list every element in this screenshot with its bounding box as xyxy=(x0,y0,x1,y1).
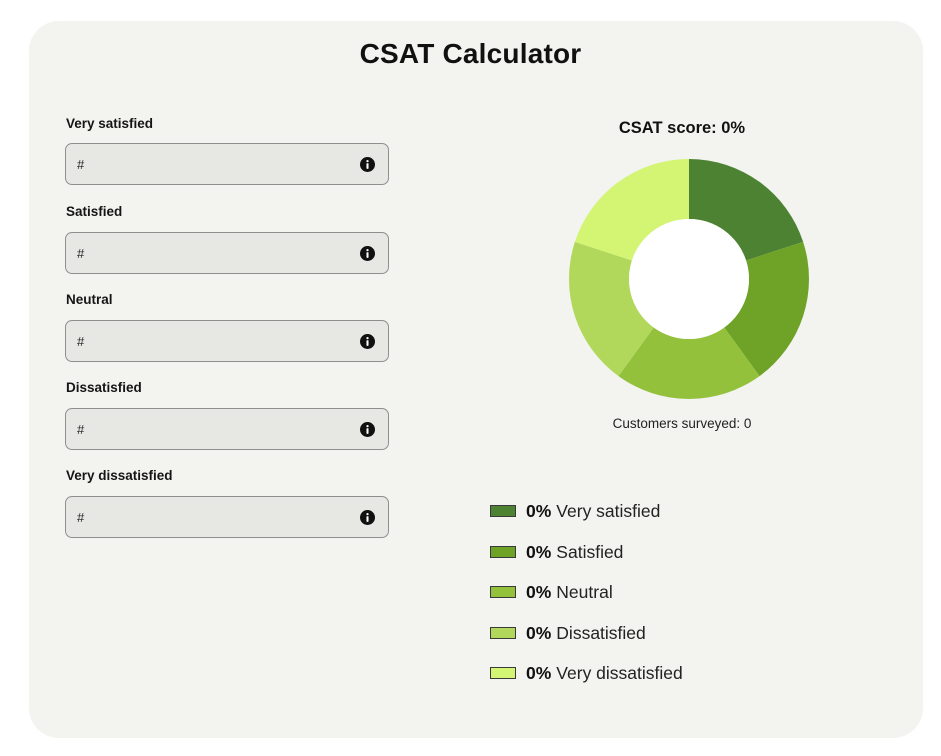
very-satisfied-input[interactable] xyxy=(66,144,346,184)
dissatisfied-input[interactable] xyxy=(66,409,346,449)
legend-item-satisfied: 0% Satisfied xyxy=(490,541,623,563)
page-title: CSAT Calculator xyxy=(359,38,582,69)
legend-percent: 0% xyxy=(526,662,552,683)
legend-percent: 0% xyxy=(526,581,552,602)
legend-label: Dissatisfied xyxy=(556,622,646,643)
donut-slice-very-dissatisfied xyxy=(574,159,689,261)
legend-label: Very dissatisfied xyxy=(556,662,683,683)
legend-swatch xyxy=(490,546,516,558)
legend-percent: 0% xyxy=(526,622,552,643)
info-icon[interactable] xyxy=(360,334,375,349)
calculator-card xyxy=(29,21,923,738)
legend-label: Very satisfied xyxy=(556,500,661,521)
legend-item-neutral: 0% Neutral xyxy=(490,581,613,603)
field-label-neutral: Neutral xyxy=(66,292,113,307)
donut-slice-satisfied xyxy=(724,241,809,377)
very-dissatisfied-field[interactable] xyxy=(65,496,389,538)
field-label-dissatisfied: Dissatisfied xyxy=(66,380,142,395)
legend-swatch xyxy=(490,586,516,598)
csat-score: CSAT score: 0% xyxy=(618,119,746,137)
donut-hole xyxy=(629,219,749,339)
neutral-input[interactable] xyxy=(66,321,346,361)
donut-slice-very-satisfied xyxy=(689,159,804,261)
field-label-very-dissatisfied: Very dissatisfied xyxy=(66,468,173,483)
satisfied-input[interactable] xyxy=(66,233,346,273)
satisfied-field[interactable] xyxy=(65,232,389,274)
legend-item-very-satisfied: 0% Very satisfied xyxy=(490,500,660,522)
info-icon[interactable] xyxy=(360,157,375,172)
legend-swatch xyxy=(490,667,516,679)
legend-swatch xyxy=(490,627,516,639)
info-icon[interactable] xyxy=(360,246,375,261)
info-icon[interactable] xyxy=(360,422,375,437)
info-icon[interactable] xyxy=(360,510,375,525)
legend-item-very-dissatisfied: 0% Very dissatisfied xyxy=(490,662,683,684)
legend-percent: 0% xyxy=(526,541,552,562)
csat-donut-chart xyxy=(569,159,809,399)
very-dissatisfied-input[interactable] xyxy=(66,497,346,537)
customers-surveyed: Customers surveyed: 0 xyxy=(612,416,752,431)
legend-label: Neutral xyxy=(556,581,613,602)
legend-label: Satisfied xyxy=(556,541,624,562)
donut-slice-dissatisfied xyxy=(569,241,654,377)
legend-item-dissatisfied: 0% Dissatisfied xyxy=(490,622,646,644)
legend-percent: 0% xyxy=(526,500,552,521)
dissatisfied-field[interactable] xyxy=(65,408,389,450)
very-satisfied-field[interactable] xyxy=(65,143,389,185)
field-label-very-satisfied: Very satisfied xyxy=(66,116,154,131)
field-label-satisfied: Satisfied xyxy=(66,204,123,219)
legend-swatch xyxy=(490,505,516,517)
neutral-field[interactable] xyxy=(65,320,389,362)
donut-slice-neutral xyxy=(618,327,760,399)
